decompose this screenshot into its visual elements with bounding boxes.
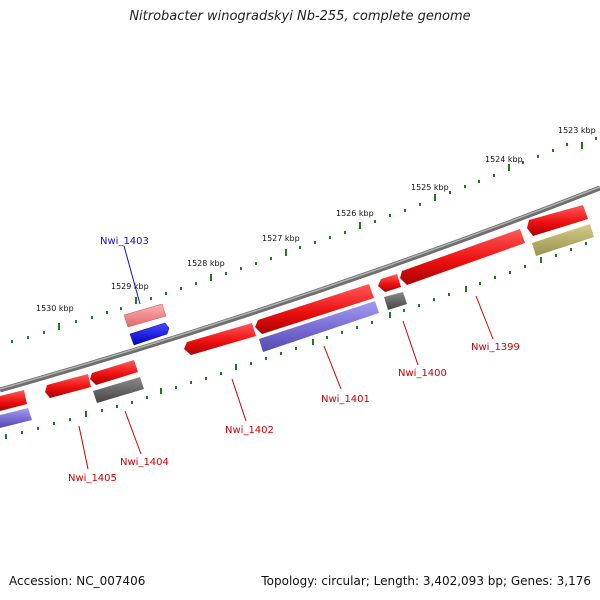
forward-cds-track (0, 205, 588, 411)
ruler-label-1526: 1526 kbp (336, 209, 374, 218)
ruler-label-1529: 1529 kbp (111, 282, 149, 291)
gene-label-nwi-1401[interactable]: Nwi_1401 (321, 394, 370, 405)
gene-reverse-left-edge[interactable] (0, 408, 32, 428)
ruler-label-1523: 1523 kbp (558, 126, 596, 135)
accession-text: Accession: NC_007406 (9, 574, 146, 588)
gene-label-nwi-1405[interactable]: Nwi_1405 (68, 473, 117, 484)
gene-cds-left-edge[interactable] (0, 390, 27, 411)
outer-gene-track (123, 303, 170, 346)
ruler-label-1527: 1527 kbp (262, 234, 300, 243)
gene-label-nwi-1402[interactable]: Nwi_1402 (225, 425, 274, 436)
ruler-label-1525: 1525 kbp (411, 183, 449, 192)
ruler-inner (5, 242, 587, 439)
ruler-outer (11, 137, 597, 343)
leader-nwi-1403 (123, 245, 141, 305)
leader-nwi-1402 (231, 378, 247, 422)
map-title: Nitrobacter winogradskyi Nb-255, complet… (129, 9, 471, 24)
gene-labels: Nwi_1403 Nwi_1399 Nwi_1400 Nwi_1401 Nwi_… (68, 236, 520, 484)
gene-nwi-1400-cds[interactable] (378, 274, 401, 292)
gene-label-nwi-1399[interactable]: Nwi_1399 (471, 342, 520, 353)
gene-nwi-1401-cds[interactable] (255, 284, 374, 334)
gene-nwi-1401-reverse[interactable] (259, 301, 379, 352)
leader-nwi-1405 (78, 425, 89, 470)
ruler-labels: 1523 kbp 1524 kbp 1525 kbp 1526 kbp 1527… (36, 126, 596, 313)
gene-nwi-1404-rna[interactable] (93, 377, 144, 403)
genome-backbone-highlight (0, 186, 600, 390)
gene-nwi-1403-rna[interactable] (123, 303, 167, 328)
ruler-label-1530: 1530 kbp (36, 304, 74, 313)
leader-nwi-1400 (402, 320, 419, 366)
gene-pseudo-right[interactable] (532, 224, 594, 256)
ruler-label-1528: 1528 kbp (187, 259, 225, 268)
gene-nwi-1399-cds[interactable] (400, 229, 525, 285)
gene-nwi-1402-cds[interactable] (184, 323, 256, 355)
genome-backbone (0, 185, 600, 393)
genome-summary: Topology: circular; Length: 3,402,093 bp… (261, 574, 591, 588)
leader-nwi-1404 (124, 410, 142, 455)
gene-nwi-1405-cds[interactable] (45, 374, 91, 398)
gene-nwi-1403-cds[interactable] (129, 322, 170, 346)
leader-nwi-1399 (475, 295, 494, 340)
gene-cds-right-edge[interactable] (527, 205, 588, 236)
ruler-label-1524: 1524 kbp (485, 155, 523, 164)
gene-nwi-1404-cds[interactable] (90, 360, 138, 385)
gene-label-nwi-1404[interactable]: Nwi_1404 (120, 457, 169, 468)
gene-label-nwi-1403[interactable]: Nwi_1403 (100, 236, 149, 247)
label-leaders (78, 245, 494, 470)
reverse-gene-track (0, 224, 594, 428)
gene-label-nwi-1400[interactable]: Nwi_1400 (398, 368, 447, 379)
gene-nwi-1400-rna[interactable] (384, 292, 407, 310)
leader-nwi-1401 (323, 345, 342, 390)
